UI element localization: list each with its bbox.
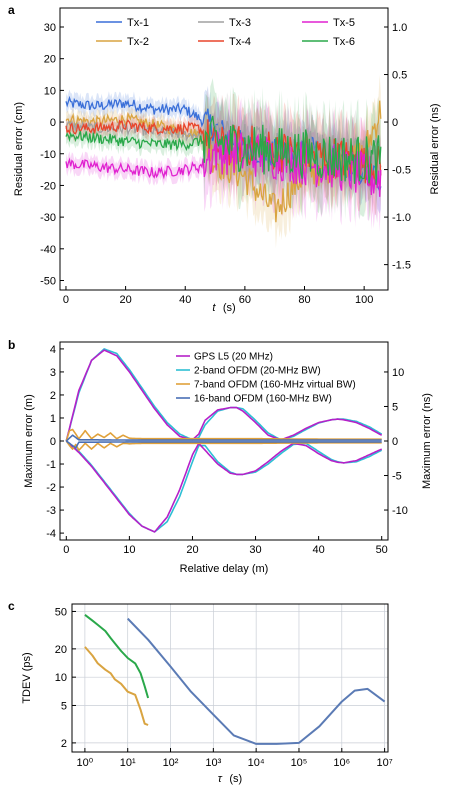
legend-label-tx-5: Tx-5 xyxy=(333,17,355,29)
panel-c-letter: c xyxy=(8,599,15,613)
panel-c-ytick-label: 20 xyxy=(55,644,67,656)
panel-a-ylabel-right: Residual error (ns) xyxy=(429,103,441,194)
panel-c-series-2 xyxy=(84,646,149,726)
panel-b-ytick-right-label: -5 xyxy=(392,471,402,483)
panel-b-series-4-upper xyxy=(65,434,382,442)
panel-a-xtick-label: 100 xyxy=(355,294,373,306)
panel-b-ytick-label: -2 xyxy=(46,482,56,494)
panel-b-series-2-lower xyxy=(65,440,383,533)
panel-b-ytick-right-label: 10 xyxy=(392,367,404,379)
panel-c-ytick-label: 5 xyxy=(61,700,67,712)
panel-c-xlabel: τ (s) xyxy=(218,769,242,786)
panel-b-ytick-label: 0 xyxy=(50,436,56,448)
panel-c-xlabel-unit: (s) xyxy=(229,773,242,785)
panel-b-series-3-upper xyxy=(65,428,382,442)
panel-a-xtick-label: 40 xyxy=(179,294,191,306)
panel-b-ytick-label: 3 xyxy=(50,367,56,379)
panel-c-ytick-label: 50 xyxy=(55,606,67,618)
legend-label-tx-3: Tx-3 xyxy=(229,17,251,29)
legend-label-tx-4: Tx-4 xyxy=(229,36,251,48)
panel-c-xtick-label: 10⁷ xyxy=(377,757,393,769)
panel-c-frame xyxy=(71,603,389,753)
panel-a-letter: a xyxy=(8,3,15,17)
panel-a-xtick-label: 60 xyxy=(239,294,251,306)
panel-b-legend-label: 2-band OFDM (20-MHz BW) xyxy=(194,366,321,377)
panel-a-frame xyxy=(59,7,389,291)
panel-b-xtick-label: 40 xyxy=(312,544,324,556)
panel-b-xtick-label: 0 xyxy=(63,544,69,556)
panel-b-ytick-label: 1 xyxy=(50,413,56,425)
panel-c-xlabel-var: τ xyxy=(218,773,223,785)
panel-a-xlabel-unit: (s) xyxy=(223,302,236,314)
panel-b-ytick-right-label: 0 xyxy=(392,436,398,448)
legend-label-tx-6: Tx-6 xyxy=(333,36,355,48)
panel-c-xtick-label: 10¹ xyxy=(120,757,136,769)
panel-b-legend-label: 16-band OFDM (160-MHz BW) xyxy=(194,394,332,405)
panel-a: a 0 20 40 60 80 100 -50 -40 -30 -20 -10 0 10 20 30 1.0 0… xyxy=(8,3,441,315)
panel-b-series-1-lower xyxy=(65,440,383,533)
panel-c-xtick-label: 10² xyxy=(163,757,179,769)
panel-b-series-3-lower xyxy=(65,440,382,451)
panel-b-xtick-label: 10 xyxy=(123,544,135,556)
panel-b-ytick-right-label: -10 xyxy=(392,505,408,517)
panel-a-ytick-right-label: 0.5 xyxy=(392,70,407,82)
panel-a-xtick-label: 20 xyxy=(119,294,131,306)
panel-a-series-tx-6 xyxy=(65,115,382,185)
panel-a-ytick-label: 20 xyxy=(44,54,56,66)
panel-b-ytick-label: -4 xyxy=(46,528,56,540)
panel-b-xtick-label: 20 xyxy=(186,544,198,556)
panel-b-ytick-label: 2 xyxy=(50,390,56,402)
panel-c-xtick-label: 10⁴ xyxy=(248,757,265,769)
panel-a-ytick-right-label: 0 xyxy=(392,117,398,129)
panel-b-series-4-lower xyxy=(65,440,382,449)
panel-a-ytick-label: -30 xyxy=(40,212,56,224)
panel-b-legend-label: 7-band OFDM (160-MHz virtual BW) xyxy=(194,380,356,391)
panel-c-ytick-label: 10 xyxy=(55,672,67,684)
panel-c: c 10⁰ 10¹ 10² 10³ 10⁴ 10⁵ 10⁶ 10⁷ 2 5 10 20 50 TDEV … xyxy=(8,599,393,786)
panel-b-series-1-upper xyxy=(65,349,383,442)
panel-b-xtick-label: 30 xyxy=(249,544,261,556)
panel-a-ytick-label: 10 xyxy=(44,85,56,97)
panel-c-series-1 xyxy=(84,614,150,699)
panel-c-xtick-label: 10³ xyxy=(205,757,221,769)
panel-a-ytick-label: -40 xyxy=(40,244,56,256)
panel-a-ytick-right-label: -1.5 xyxy=(392,260,411,272)
panel-a-xlabel-var: t xyxy=(212,302,216,314)
panel-a-ytick-label: 0 xyxy=(50,117,56,129)
panel-b-ytick-label: 4 xyxy=(50,344,56,356)
panel-a-ytick-right-label: -1.0 xyxy=(392,212,411,224)
panel-c-xtick-label: 10⁰ xyxy=(77,757,94,769)
panel-b-ytick-label: -1 xyxy=(46,459,56,471)
legend-label-tx-2: Tx-2 xyxy=(127,36,149,48)
panel-b-xlabel: Relative delay (m) xyxy=(180,563,269,575)
panel-a-ytick-label: -20 xyxy=(40,180,56,192)
panel-b-ytick-right-label: 5 xyxy=(392,401,398,413)
panel-b-legend-label: GPS L5 (20 MHz) xyxy=(194,352,273,363)
panel-a-xlabel: t (s) xyxy=(212,298,235,315)
panel-a-ytick-right-label: 1.0 xyxy=(392,22,407,34)
panel-c-xtick-label: 10⁵ xyxy=(291,757,308,769)
panel-b-ylabel: Maximum error (m) xyxy=(23,394,35,488)
panel-a-ytick-label: -10 xyxy=(40,149,56,161)
panel-c-ytick-label: 2 xyxy=(61,738,67,750)
panel-c-ylabel: TDEV (ps) xyxy=(21,652,33,703)
panel-a-xtick-label: 80 xyxy=(298,294,310,306)
panel-c-xtick-label: 10⁶ xyxy=(333,757,350,769)
panel-a-xtick-label: 0 xyxy=(63,294,69,306)
panel-a-ylabel: Residual error (cm) xyxy=(13,102,25,196)
panel-b-letter: b xyxy=(8,338,15,352)
panel-b-ylabel-right: Maximum error (ns) xyxy=(421,393,433,489)
panel-a-ytick-right-label: -0.5 xyxy=(392,165,411,177)
legend-label-tx-1: Tx-1 xyxy=(127,17,149,29)
panel-b-ytick-label: -3 xyxy=(46,505,56,517)
panel-a-ytick-label: -50 xyxy=(40,275,56,287)
panel-c-series-3 xyxy=(126,617,386,745)
panel-a-ytick-label: 30 xyxy=(44,22,56,34)
panel-b-xtick-label: 50 xyxy=(376,544,388,556)
